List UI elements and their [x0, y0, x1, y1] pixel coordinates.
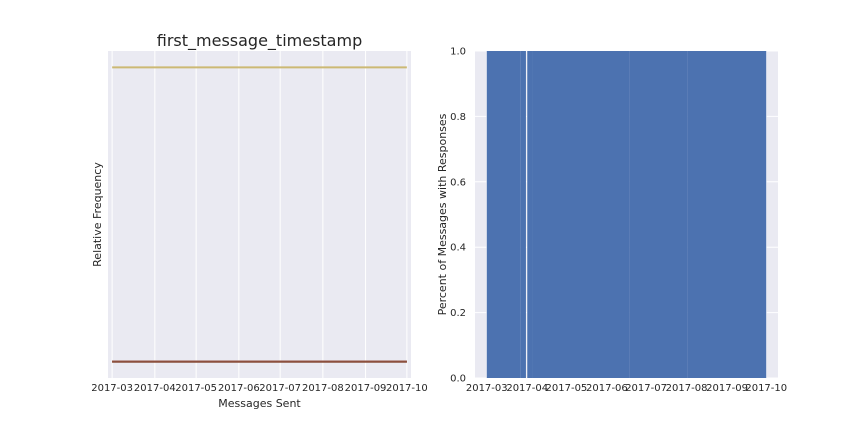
- right-bar: [527, 51, 533, 378]
- right-x-tick-label: 2017-07: [625, 383, 667, 394]
- left-x-tick-label: 2017-09: [345, 383, 387, 394]
- right-bar: [687, 51, 767, 378]
- right-y-tick-label: 0.8: [450, 112, 466, 123]
- left-gridlines: [111, 51, 408, 378]
- left-plot-background: [108, 51, 411, 378]
- left-x-tick-label: 2017-06: [218, 383, 260, 394]
- left-x-tick-label: 2017-03: [91, 383, 133, 394]
- left-x-tick-labels: 2017-03 2017-04 2017-05 2017-06 2017-07 2017-…: [91, 383, 428, 394]
- left-x-tick-label: 2017-07: [259, 383, 301, 394]
- right-x-tick-labels: 2017-032017-042017-052017-062017-072017-…: [466, 383, 787, 394]
- right-bar: [532, 51, 627, 378]
- right-x-tick-label: 2017-06: [586, 383, 628, 394]
- right-bar: [520, 51, 526, 378]
- right-x-tick-label: 2017-03: [466, 383, 508, 394]
- right-y-tick-labels: 0.0 0.2 0.4 0.6 0.8 1.0: [450, 47, 466, 385]
- right-bar: [486, 51, 521, 378]
- right-x-tick-label: 2017-05: [546, 383, 588, 394]
- left-x-tick-label: 2017-08: [302, 383, 344, 394]
- right-y-tick-label: 0.2: [450, 308, 466, 319]
- right-bar: [626, 51, 630, 378]
- left-chart-title: first_message_timestamp: [157, 31, 362, 51]
- left-series: [112, 66, 407, 363]
- right-x-tick-label: 2017-10: [745, 383, 787, 394]
- left-x-tick-label: 2017-04: [134, 383, 176, 394]
- right-x-tick-label: 2017-09: [706, 383, 748, 394]
- right-y-tick-label: 0.0: [450, 374, 466, 385]
- right-x-tick-label: 2017-08: [666, 383, 708, 394]
- left-x-tick-label: 2017-10: [386, 383, 428, 394]
- right-bars: [486, 51, 767, 378]
- left-x-tick-label: 2017-05: [175, 383, 217, 394]
- right-y-tick-label: 1.0: [450, 47, 466, 58]
- left-y-axis-label: Relative Frequency: [91, 162, 104, 267]
- right-y-tick-label: 0.4: [450, 243, 466, 254]
- right-x-tick-label: 2017-04: [506, 383, 548, 394]
- right-y-axis-label: Percent of Messages with Responses: [436, 113, 449, 315]
- right-bar: [629, 51, 688, 378]
- right-chart: 2017-032017-042017-052017-062017-072017-…: [436, 47, 787, 395]
- left-chart: 2017-03 2017-04 2017-05 2017-06 2017-07 2017-…: [91, 31, 428, 410]
- left-x-axis-label: Messages Sent: [218, 397, 301, 410]
- right-y-tick-label: 0.6: [450, 177, 466, 188]
